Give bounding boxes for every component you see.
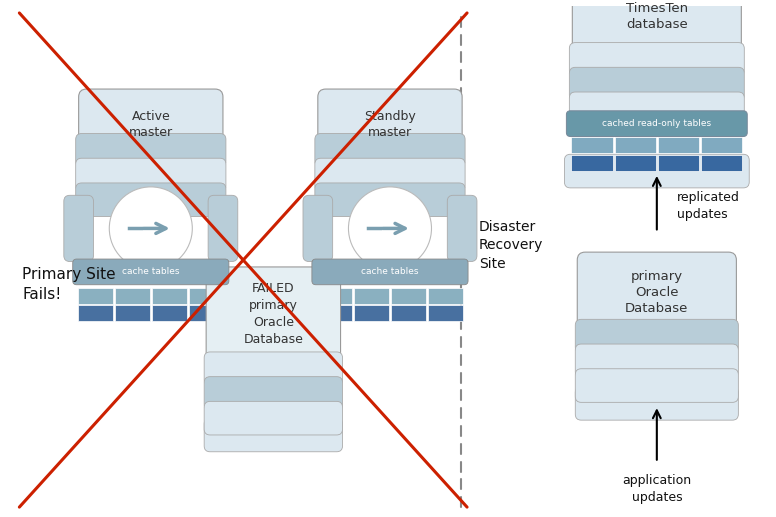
- FancyBboxPatch shape: [208, 195, 237, 262]
- Bar: [354, 306, 389, 321]
- FancyBboxPatch shape: [575, 344, 739, 377]
- FancyBboxPatch shape: [78, 89, 223, 159]
- Bar: [701, 155, 743, 171]
- Bar: [391, 287, 426, 303]
- FancyBboxPatch shape: [577, 252, 736, 332]
- FancyBboxPatch shape: [570, 92, 744, 126]
- FancyBboxPatch shape: [447, 195, 477, 262]
- Bar: [658, 155, 699, 171]
- Bar: [615, 155, 656, 171]
- Bar: [189, 287, 224, 303]
- Text: cache tables: cache tables: [122, 267, 179, 277]
- Circle shape: [348, 187, 431, 270]
- FancyBboxPatch shape: [303, 195, 333, 262]
- FancyBboxPatch shape: [575, 387, 739, 420]
- Bar: [115, 306, 150, 321]
- FancyBboxPatch shape: [64, 195, 93, 262]
- Bar: [428, 306, 463, 321]
- Bar: [152, 287, 187, 303]
- Text: FAILED
primary
Oracle
Database: FAILED primary Oracle Database: [244, 282, 303, 346]
- Text: Disaster
Recovery
Site: Disaster Recovery Site: [479, 220, 543, 270]
- FancyBboxPatch shape: [566, 111, 747, 136]
- FancyBboxPatch shape: [564, 154, 750, 188]
- Bar: [658, 138, 699, 154]
- Bar: [354, 287, 389, 303]
- Bar: [317, 306, 352, 321]
- FancyBboxPatch shape: [204, 352, 342, 386]
- FancyBboxPatch shape: [312, 259, 468, 285]
- FancyBboxPatch shape: [570, 67, 744, 101]
- Bar: [615, 138, 656, 154]
- Text: TimesTen
database: TimesTen database: [625, 3, 688, 32]
- FancyBboxPatch shape: [204, 418, 342, 452]
- Bar: [317, 287, 352, 303]
- FancyBboxPatch shape: [315, 133, 465, 167]
- Bar: [189, 306, 224, 321]
- Bar: [152, 306, 187, 321]
- FancyBboxPatch shape: [318, 89, 462, 159]
- Text: Standby
master: Standby master: [364, 110, 416, 139]
- Bar: [115, 287, 150, 303]
- Text: cache tables: cache tables: [361, 267, 419, 277]
- FancyBboxPatch shape: [76, 158, 226, 192]
- FancyBboxPatch shape: [73, 259, 229, 285]
- Bar: [701, 138, 743, 154]
- FancyBboxPatch shape: [573, 0, 741, 55]
- FancyBboxPatch shape: [76, 183, 226, 217]
- FancyBboxPatch shape: [575, 369, 739, 402]
- Bar: [571, 155, 612, 171]
- Text: application
updates: application updates: [622, 474, 691, 504]
- Bar: [428, 287, 463, 303]
- Bar: [78, 306, 113, 321]
- Text: replicated
updates: replicated updates: [677, 191, 740, 221]
- Text: cached read-only tables: cached read-only tables: [602, 119, 712, 128]
- Text: primary
Oracle
Database: primary Oracle Database: [625, 270, 688, 315]
- FancyBboxPatch shape: [204, 377, 342, 410]
- Bar: [78, 287, 113, 303]
- Text: Active
master: Active master: [129, 110, 173, 139]
- FancyBboxPatch shape: [206, 267, 341, 362]
- Circle shape: [109, 187, 192, 270]
- Text: Primary Site
Fails!: Primary Site Fails!: [23, 267, 116, 302]
- FancyBboxPatch shape: [575, 320, 739, 353]
- FancyBboxPatch shape: [315, 183, 465, 217]
- FancyBboxPatch shape: [204, 401, 342, 435]
- Bar: [391, 306, 426, 321]
- FancyBboxPatch shape: [315, 158, 465, 192]
- FancyBboxPatch shape: [76, 133, 226, 167]
- FancyBboxPatch shape: [570, 42, 744, 76]
- Bar: [571, 138, 612, 154]
